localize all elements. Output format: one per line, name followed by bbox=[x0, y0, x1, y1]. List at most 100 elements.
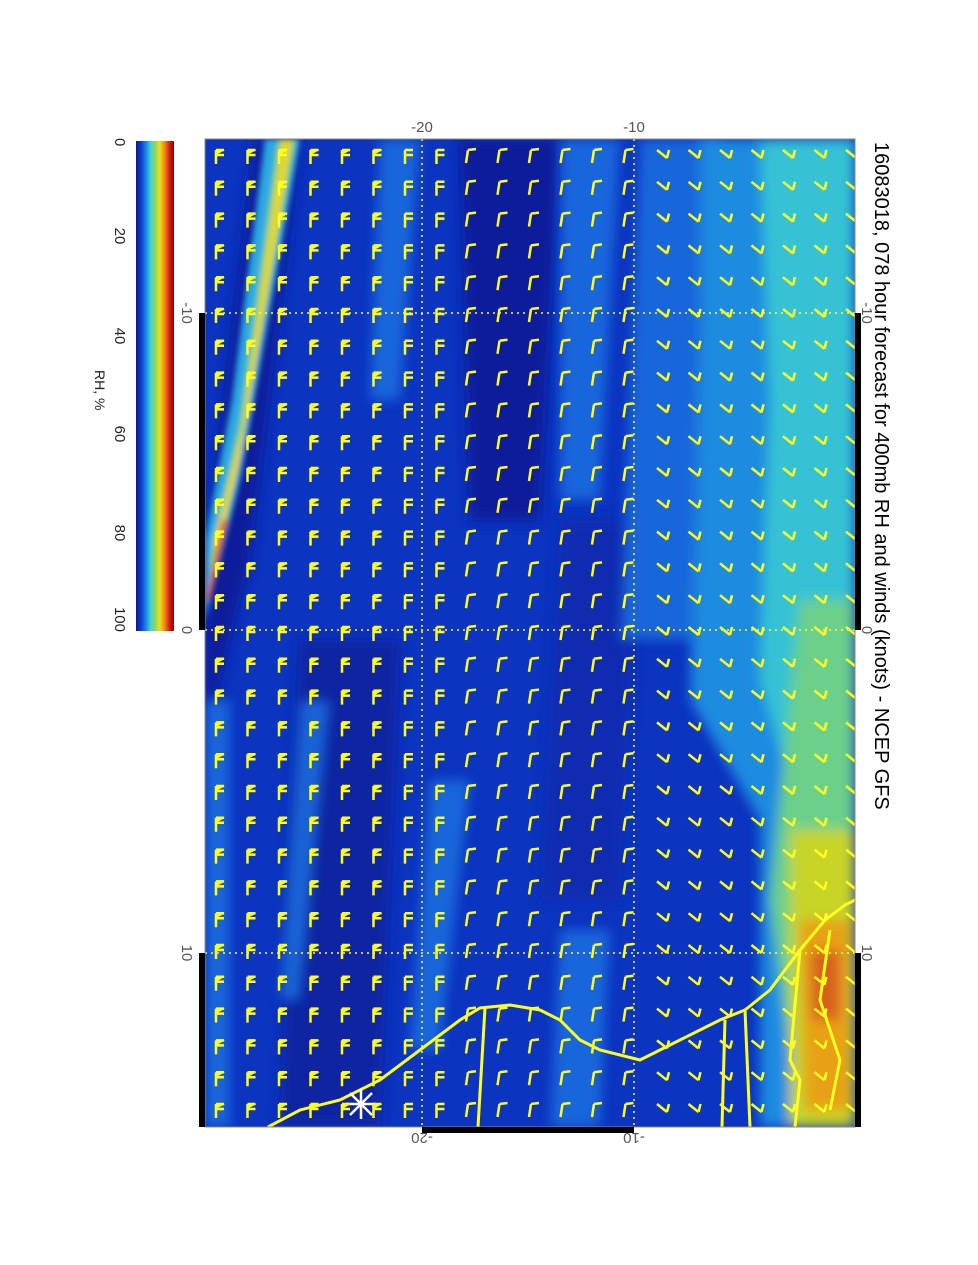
wind-barb bbox=[214, 371, 225, 387]
wind-barb bbox=[813, 626, 828, 636]
colorbar-label: RH, % bbox=[92, 370, 108, 410]
wind-barb bbox=[277, 911, 288, 928]
wind-barb bbox=[622, 910, 634, 927]
wind-barb bbox=[813, 276, 828, 287]
wind-barb bbox=[214, 1102, 225, 1118]
wind-barb bbox=[246, 911, 257, 928]
wind-barb bbox=[782, 848, 797, 859]
wind-barb bbox=[246, 752, 257, 769]
wind-barb bbox=[496, 433, 508, 450]
wind-barb bbox=[309, 848, 320, 864]
wind-barb bbox=[372, 434, 383, 451]
wind-barb bbox=[277, 148, 288, 164]
wind-barb bbox=[622, 592, 634, 609]
wind-barb bbox=[277, 307, 288, 323]
wind-barb bbox=[214, 434, 225, 451]
wind-barb bbox=[277, 498, 288, 514]
wind-barb bbox=[527, 656, 540, 672]
wind-barb bbox=[590, 402, 603, 418]
wind-barb bbox=[403, 752, 413, 769]
lon-label-top: -20 bbox=[411, 119, 433, 136]
wind-barb bbox=[464, 402, 477, 418]
wind-barb bbox=[782, 403, 797, 414]
wind-barb bbox=[687, 1039, 702, 1050]
wind-barb bbox=[340, 466, 351, 482]
wind-barb bbox=[464, 243, 477, 259]
wind-barb bbox=[845, 594, 855, 605]
wind-barb bbox=[246, 1007, 257, 1023]
wind-barb bbox=[340, 339, 351, 355]
wind-barb bbox=[590, 211, 603, 227]
wind-barb bbox=[719, 1103, 734, 1113]
wind-barb bbox=[750, 371, 765, 382]
wind-barb bbox=[845, 562, 855, 573]
wind-barb bbox=[403, 180, 413, 196]
wind-barb bbox=[559, 370, 571, 386]
wind-barb bbox=[813, 944, 828, 954]
wind-barb bbox=[277, 816, 288, 832]
wind-barb bbox=[622, 338, 634, 354]
wind-barb bbox=[372, 593, 383, 610]
wind-barb bbox=[372, 498, 383, 514]
wind-barb bbox=[622, 1101, 634, 1118]
wind-barb bbox=[656, 626, 671, 636]
wind-barb bbox=[590, 274, 603, 291]
wind-barb bbox=[590, 783, 603, 800]
wind-barb bbox=[656, 594, 671, 605]
wind-barb bbox=[527, 783, 540, 800]
wind-barb bbox=[309, 1039, 320, 1055]
wind-barb bbox=[435, 339, 445, 355]
wind-barb bbox=[214, 816, 225, 832]
wind-barb bbox=[719, 149, 734, 159]
wind-barb bbox=[527, 306, 540, 323]
wind-barb bbox=[372, 148, 383, 164]
wind-barb bbox=[277, 403, 288, 419]
wind-barb bbox=[372, 466, 383, 482]
wind-barb bbox=[782, 880, 797, 891]
wind-barb bbox=[372, 848, 383, 864]
wind-barb bbox=[277, 880, 288, 896]
wind-barb bbox=[496, 243, 508, 259]
wind-barb bbox=[845, 467, 855, 477]
wind-barb bbox=[590, 1069, 603, 1086]
wind-barb bbox=[496, 751, 508, 768]
wind-barb bbox=[435, 307, 445, 323]
wind-barb bbox=[687, 785, 702, 795]
wind-barb bbox=[340, 244, 351, 260]
wind-barb bbox=[719, 785, 734, 795]
wind-barb bbox=[340, 593, 351, 610]
wind-barb bbox=[656, 212, 671, 223]
wind-barb bbox=[719, 212, 734, 223]
wind-barb bbox=[246, 371, 257, 387]
wind-barb bbox=[340, 403, 351, 419]
wind-barb bbox=[246, 625, 257, 641]
wind-barb bbox=[309, 530, 320, 546]
wind-barb bbox=[622, 656, 634, 672]
wind-barb bbox=[719, 562, 734, 573]
colorbar-gradient bbox=[136, 141, 174, 631]
wind-barb bbox=[559, 211, 571, 227]
wind-barb bbox=[687, 657, 702, 668]
wind-barb bbox=[590, 338, 603, 354]
colorbar-tick: 80 bbox=[111, 525, 128, 542]
wind-barb bbox=[782, 180, 797, 191]
wind-barb bbox=[719, 753, 734, 764]
wind-barb bbox=[435, 212, 445, 228]
wind-barb bbox=[750, 944, 765, 954]
wind-barb bbox=[750, 721, 765, 732]
wind-barb bbox=[403, 1039, 413, 1055]
wind-barb bbox=[590, 815, 603, 831]
wind-barb bbox=[403, 403, 413, 419]
lon-label-bottom: -10 bbox=[623, 1129, 645, 1146]
map-title: 16083018, 078 hour forecast for 400mb RH… bbox=[870, 142, 892, 810]
wind-barb bbox=[687, 403, 702, 414]
wind-barb bbox=[687, 1071, 702, 1082]
wind-barb bbox=[214, 911, 225, 928]
wind-barb bbox=[750, 626, 765, 636]
wind-barb bbox=[590, 1038, 603, 1054]
wind-barb bbox=[246, 244, 257, 260]
colorbar-tick: 60 bbox=[111, 426, 128, 443]
wind-barb bbox=[687, 753, 702, 764]
wind-barb bbox=[464, 847, 477, 863]
wind-barb bbox=[719, 657, 734, 668]
